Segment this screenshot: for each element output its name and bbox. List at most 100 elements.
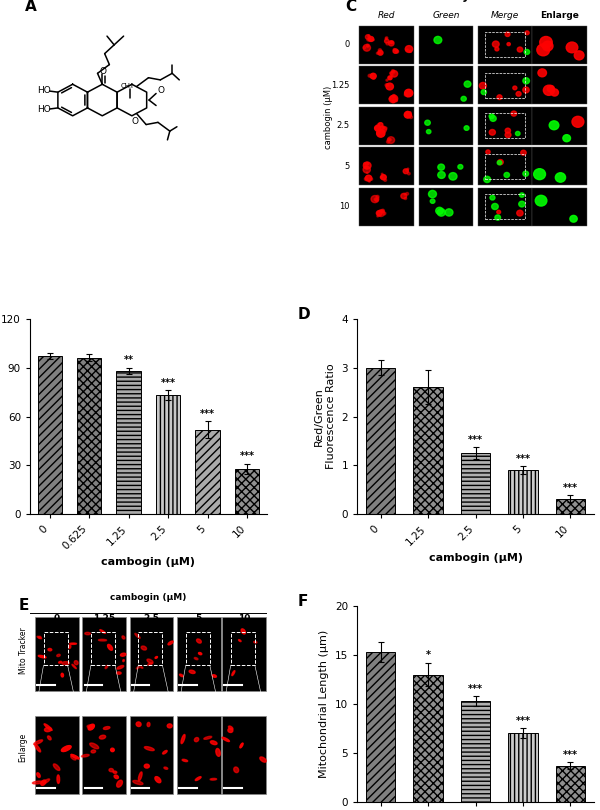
- Text: 0: 0: [344, 40, 350, 49]
- Circle shape: [484, 177, 491, 182]
- Ellipse shape: [37, 637, 41, 639]
- Text: Enlarge: Enlarge: [19, 732, 28, 761]
- Ellipse shape: [148, 663, 152, 665]
- Bar: [508, 733, 538, 802]
- Circle shape: [367, 38, 370, 41]
- X-axis label: cambogin (μM): cambogin (μM): [101, 557, 196, 567]
- Ellipse shape: [260, 757, 266, 762]
- Ellipse shape: [194, 738, 199, 742]
- Circle shape: [373, 39, 374, 41]
- Circle shape: [409, 50, 412, 53]
- Circle shape: [406, 95, 408, 97]
- Circle shape: [404, 93, 407, 96]
- Circle shape: [458, 164, 463, 169]
- Circle shape: [374, 126, 380, 131]
- Text: Green: Green: [432, 11, 460, 20]
- Y-axis label: Red/Green
Fluorescence Ratio: Red/Green Fluorescence Ratio: [314, 364, 336, 469]
- Circle shape: [374, 198, 377, 201]
- Text: 2.5: 2.5: [143, 614, 160, 623]
- Circle shape: [393, 100, 395, 101]
- Text: 5: 5: [344, 162, 350, 171]
- Bar: [419, 66, 473, 104]
- Circle shape: [515, 131, 520, 135]
- Bar: [556, 499, 585, 514]
- Text: ***: ***: [200, 409, 215, 419]
- Bar: [366, 652, 395, 802]
- Circle shape: [364, 165, 367, 168]
- Bar: [413, 675, 443, 802]
- Bar: [478, 147, 532, 185]
- Ellipse shape: [229, 726, 233, 730]
- Circle shape: [490, 116, 496, 121]
- Bar: [413, 387, 443, 514]
- Text: ***: ***: [161, 378, 176, 388]
- Circle shape: [370, 73, 376, 79]
- Ellipse shape: [71, 754, 79, 759]
- Circle shape: [388, 137, 395, 143]
- Ellipse shape: [91, 750, 95, 753]
- Circle shape: [407, 173, 410, 175]
- Circle shape: [385, 39, 389, 43]
- Ellipse shape: [87, 725, 92, 727]
- Bar: [485, 73, 525, 98]
- Text: Merge: Merge: [491, 11, 519, 20]
- Bar: [508, 471, 538, 514]
- Ellipse shape: [210, 778, 217, 780]
- Circle shape: [520, 193, 524, 198]
- Circle shape: [364, 162, 371, 169]
- Text: JC-1: JC-1: [463, 0, 488, 2]
- Circle shape: [389, 96, 397, 103]
- Circle shape: [378, 50, 383, 55]
- Circle shape: [382, 130, 385, 133]
- Circle shape: [390, 41, 392, 44]
- Bar: [156, 395, 181, 514]
- Circle shape: [376, 195, 379, 198]
- Bar: [419, 147, 473, 185]
- Ellipse shape: [135, 633, 140, 638]
- Bar: [177, 716, 221, 794]
- Circle shape: [381, 209, 385, 212]
- Text: 0: 0: [53, 614, 60, 623]
- Bar: [485, 32, 525, 58]
- Bar: [461, 454, 490, 514]
- Circle shape: [404, 194, 406, 195]
- Circle shape: [481, 90, 487, 95]
- Circle shape: [523, 171, 529, 177]
- Bar: [359, 147, 414, 185]
- Bar: [235, 469, 259, 514]
- Circle shape: [364, 177, 368, 181]
- Circle shape: [389, 40, 392, 44]
- Ellipse shape: [195, 777, 201, 781]
- Circle shape: [386, 42, 389, 45]
- Ellipse shape: [71, 756, 76, 760]
- Circle shape: [521, 150, 526, 156]
- Circle shape: [505, 32, 510, 36]
- Ellipse shape: [145, 747, 154, 751]
- Circle shape: [381, 126, 384, 129]
- Circle shape: [367, 45, 369, 47]
- Ellipse shape: [114, 775, 118, 778]
- Circle shape: [368, 75, 371, 77]
- Ellipse shape: [116, 780, 122, 787]
- Circle shape: [368, 36, 374, 41]
- Circle shape: [365, 175, 372, 181]
- Circle shape: [540, 36, 552, 48]
- Ellipse shape: [110, 748, 114, 752]
- Ellipse shape: [204, 736, 212, 740]
- Text: A: A: [25, 0, 37, 15]
- Ellipse shape: [147, 723, 150, 727]
- Ellipse shape: [35, 744, 41, 752]
- Text: ***: ***: [240, 451, 255, 462]
- Circle shape: [570, 215, 577, 222]
- Circle shape: [566, 42, 578, 53]
- Bar: [485, 154, 525, 179]
- Ellipse shape: [113, 771, 117, 774]
- Circle shape: [547, 85, 554, 92]
- Circle shape: [409, 116, 413, 118]
- Ellipse shape: [254, 642, 257, 643]
- Circle shape: [425, 120, 430, 126]
- Bar: [478, 107, 532, 145]
- Circle shape: [364, 163, 366, 165]
- Text: ***: ***: [563, 750, 578, 760]
- Ellipse shape: [136, 667, 140, 669]
